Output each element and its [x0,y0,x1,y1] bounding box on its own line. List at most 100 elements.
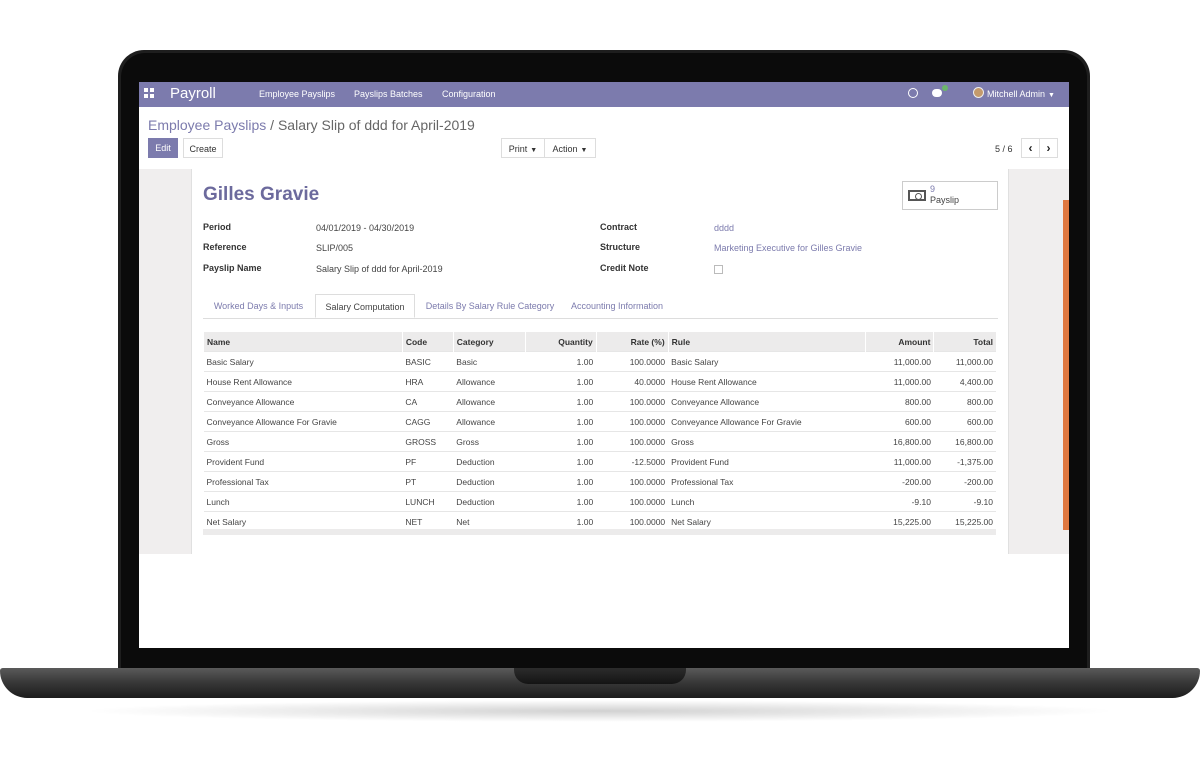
cell-amount: 16,800.00 [865,431,934,452]
column-header-total[interactable]: Total [933,332,996,352]
apps-menu-icon[interactable] [144,88,154,98]
cell-code: LUNCH [402,491,454,512]
column-header-amount[interactable]: Amount [865,332,934,352]
screen: Payroll Employee Payslips Payslips Batch… [139,82,1069,648]
cell-category: Deduction [453,451,526,472]
tab-worked-days[interactable]: Worked Days & Inputs [213,301,304,311]
pager-previous-button[interactable]: ‹ [1021,138,1040,158]
cell-rate: 100.0000 [596,491,669,512]
cell-rate: 100.0000 [596,511,669,531]
breadcrumb-current: Salary Slip of ddd for April-2019 [277,117,475,133]
payslip-name-value[interactable]: Salary Slip of ddd for April-2019 [316,264,443,274]
cell-quantity: 1.00 [525,351,597,372]
cell-name: Conveyance Allowance [203,391,403,412]
cell-category: Allowance [453,411,526,432]
user-avatar[interactable] [973,87,984,98]
column-header-name[interactable]: Name [203,332,403,352]
table-row[interactable]: House Rent Allowance HRA Allowance 1.00 40.0… [203,371,996,392]
column-header-rule[interactable]: Rule [667,332,866,352]
table-row[interactable]: Professional Tax PT Deduction 1.00 100.0000 P… [203,471,996,492]
cell-category: Gross [453,431,526,452]
breadcrumb: Employee Payslips / Salary Slip of ddd f… [148,117,475,133]
laptop-shadow [80,700,1120,722]
cell-amount: 15,225.00 [865,511,934,531]
pager-value[interactable]: 5 / 6 [995,144,1013,154]
edit-button[interactable]: Edit [148,138,178,158]
user-name: Mitchell Admin [987,89,1046,99]
table-header-row: Name Code Category Quantity Rate (%) Rul… [203,332,996,352]
cell-total: 11,000.00 [933,351,996,372]
top-navbar: Payroll Employee Payslips Payslips Batch… [139,82,1069,107]
cell-code: NET [402,511,454,531]
cell-name: Net Salary [203,511,403,531]
cell-category: Allowance [453,391,526,412]
cell-total: 800.00 [933,391,996,412]
menu-employee-payslips[interactable]: Employee Payslips [259,89,336,99]
print-label: Print [508,144,528,154]
payslip-smart-label: Payslip [930,195,960,205]
table-row[interactable]: Net Salary NET Net 1.00 100.0000 Net Salary 15… [203,511,996,531]
table-row[interactable]: Conveyance Allowance For Gravie CAGG Allow… [203,411,996,432]
app-brand[interactable]: Payroll [170,85,216,102]
period-value[interactable]: 04/01/2019 - 04/30/2019 [316,223,415,233]
credit-note-checkbox[interactable] [714,265,723,274]
create-button[interactable]: Create [183,138,223,158]
messaging-icon[interactable] [932,89,942,97]
column-header-quantity[interactable]: Quantity [524,332,597,352]
activity-clock-icon[interactable] [908,88,918,98]
period-label: Period [203,222,232,232]
user-menu[interactable]: Mitchell Admin ▼ [987,89,1055,99]
column-header-rate[interactable]: Rate (%) [595,332,669,352]
cell-rule: Professional Tax [668,471,866,492]
table-row[interactable]: Lunch LUNCH Deduction 1.00 100.0000 Lunch -9.1… [203,491,996,512]
menu-configuration[interactable]: Configuration [442,89,496,99]
payslip-smart-button[interactable]: 9 Payslip [902,181,998,210]
cell-quantity: 1.00 [525,491,597,512]
table-row[interactable]: Provident Fund PF Deduction 1.00 -12.5000 Pro… [203,451,996,472]
cell-amount: 11,000.00 [865,451,934,472]
scrollbar[interactable] [1063,200,1069,530]
cell-rule: Conveyance Allowance For Gravie [668,411,866,432]
table-footer [203,529,996,535]
laptop-notch [514,668,686,684]
tab-salary-computation[interactable]: Salary Computation [315,294,415,318]
pager-next-button[interactable]: › [1039,138,1058,158]
tab-accounting-information[interactable]: Accounting Information [570,301,664,311]
employee-name: Gilles Gravie [203,184,320,205]
caret-down-icon: ▼ [580,147,588,154]
cell-quantity: 1.00 [525,471,597,492]
structure-link[interactable]: Marketing Executive for Gilles Gravie [714,243,863,253]
credit-note-label: Credit Note [600,263,649,273]
cell-rule: Provident Fund [668,451,866,472]
cell-quantity: 1.00 [525,511,597,531]
money-icon [908,190,926,201]
contract-link[interactable]: dddd [714,223,735,233]
tab-details-by-category[interactable]: Details By Salary Rule Category [425,301,555,311]
action-label: Action [552,144,578,154]
cell-total: 16,800.00 [933,431,996,452]
cell-rate: 40.0000 [596,371,669,392]
column-header-category[interactable]: Category [452,332,526,352]
table-row[interactable]: Gross GROSS Gross 1.00 100.0000 Gross 16,800.0… [203,431,996,452]
action-dropdown[interactable]: Action ▼ [545,138,596,158]
reference-label: Reference [203,242,247,252]
table-row[interactable]: Basic Salary BASIC Basic 1.00 100.0000 Basic … [203,351,996,372]
cell-quantity: 1.00 [525,431,597,452]
payslip-name-label: Payslip Name [203,263,262,273]
structure-label: Structure [600,242,641,252]
cell-rule: Conveyance Allowance [668,391,866,412]
cell-category: Allowance [453,371,526,392]
menu-payslips-batches[interactable]: Payslips Batches [354,89,423,99]
column-header-code[interactable]: Code [401,332,454,352]
cell-total: -1,375.00 [933,451,996,472]
cell-rate: 100.0000 [596,431,669,452]
reference-value[interactable]: SLIP/005 [316,243,354,253]
breadcrumb-parent[interactable]: Employee Payslips [148,117,267,133]
cell-name: Conveyance Allowance For Gravie [203,411,403,432]
cell-code: BASIC [402,351,454,372]
table-row[interactable]: Conveyance Allowance CA Allowance 1.00 100.0… [203,391,996,412]
message-count-badge [942,85,948,91]
cell-code: CAGG [402,411,454,432]
contract-label: Contract [600,222,638,232]
print-dropdown[interactable]: Print ▼ [501,138,545,158]
